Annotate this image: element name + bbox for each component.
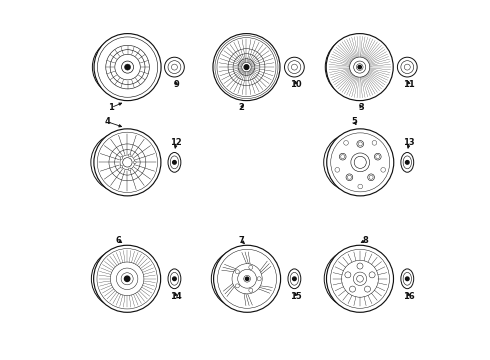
Circle shape — [324, 249, 383, 308]
Circle shape — [293, 277, 296, 280]
Circle shape — [121, 273, 133, 285]
Circle shape — [245, 277, 249, 280]
Ellipse shape — [401, 269, 414, 289]
Text: 9: 9 — [173, 80, 179, 89]
Circle shape — [340, 153, 346, 160]
Circle shape — [110, 262, 144, 296]
Circle shape — [214, 245, 281, 312]
Ellipse shape — [401, 153, 414, 172]
Circle shape — [374, 153, 381, 160]
Circle shape — [211, 249, 270, 308]
Text: 13: 13 — [403, 139, 415, 148]
Circle shape — [213, 33, 280, 101]
Circle shape — [235, 270, 239, 274]
Text: 12: 12 — [171, 139, 182, 148]
Circle shape — [94, 245, 161, 312]
Ellipse shape — [288, 269, 301, 289]
Ellipse shape — [168, 269, 181, 289]
Circle shape — [232, 264, 262, 294]
Circle shape — [349, 286, 356, 292]
Circle shape — [244, 275, 250, 282]
Circle shape — [354, 61, 366, 73]
Circle shape — [406, 277, 409, 280]
Circle shape — [292, 64, 297, 70]
Circle shape — [124, 64, 130, 70]
Circle shape — [369, 272, 375, 278]
Circle shape — [94, 33, 161, 101]
Circle shape — [327, 129, 394, 196]
Text: 15: 15 — [290, 292, 302, 301]
Text: 5: 5 — [351, 117, 357, 126]
Circle shape — [165, 57, 184, 77]
Circle shape — [325, 36, 387, 98]
Circle shape — [124, 276, 130, 282]
Circle shape — [285, 57, 304, 77]
Text: 4: 4 — [104, 117, 110, 126]
Text: 1: 1 — [108, 103, 114, 112]
Circle shape — [172, 277, 176, 280]
Circle shape — [93, 39, 149, 96]
Text: 16: 16 — [403, 292, 415, 301]
Circle shape — [120, 157, 123, 159]
Circle shape — [353, 272, 367, 285]
Circle shape — [257, 277, 261, 281]
Circle shape — [133, 161, 136, 164]
Circle shape — [249, 265, 253, 269]
Circle shape — [172, 64, 177, 70]
Circle shape — [358, 184, 363, 189]
Circle shape — [94, 129, 161, 196]
Text: 6: 6 — [115, 236, 121, 245]
Circle shape — [117, 268, 138, 289]
Text: 14: 14 — [171, 292, 182, 301]
Text: 11: 11 — [403, 80, 415, 89]
Circle shape — [365, 286, 370, 292]
Text: 8: 8 — [362, 236, 368, 245]
Circle shape — [357, 275, 364, 282]
Text: 7: 7 — [239, 236, 245, 245]
Circle shape — [214, 40, 268, 94]
Circle shape — [358, 66, 362, 69]
Circle shape — [346, 174, 353, 181]
Circle shape — [404, 64, 410, 70]
Circle shape — [91, 249, 150, 308]
Circle shape — [406, 161, 409, 164]
Circle shape — [128, 168, 131, 171]
Circle shape — [235, 284, 239, 288]
Circle shape — [350, 57, 370, 77]
Circle shape — [335, 167, 340, 172]
Circle shape — [249, 288, 253, 292]
Circle shape — [357, 263, 363, 269]
Circle shape — [381, 167, 386, 172]
Circle shape — [357, 140, 364, 147]
Circle shape — [128, 154, 131, 157]
Circle shape — [324, 133, 383, 192]
Circle shape — [326, 245, 393, 312]
Circle shape — [122, 61, 134, 73]
Circle shape — [244, 65, 249, 69]
Circle shape — [326, 33, 393, 101]
Circle shape — [91, 133, 150, 192]
Circle shape — [343, 140, 348, 145]
Circle shape — [372, 140, 377, 145]
Circle shape — [172, 161, 176, 164]
Circle shape — [368, 174, 374, 181]
Circle shape — [345, 272, 351, 278]
Circle shape — [122, 158, 132, 167]
Text: 3: 3 — [359, 103, 364, 112]
Circle shape — [238, 269, 256, 288]
Circle shape — [397, 57, 417, 77]
Circle shape — [120, 165, 123, 168]
Ellipse shape — [168, 153, 181, 172]
Text: 2: 2 — [239, 103, 245, 112]
Text: 10: 10 — [291, 80, 302, 89]
